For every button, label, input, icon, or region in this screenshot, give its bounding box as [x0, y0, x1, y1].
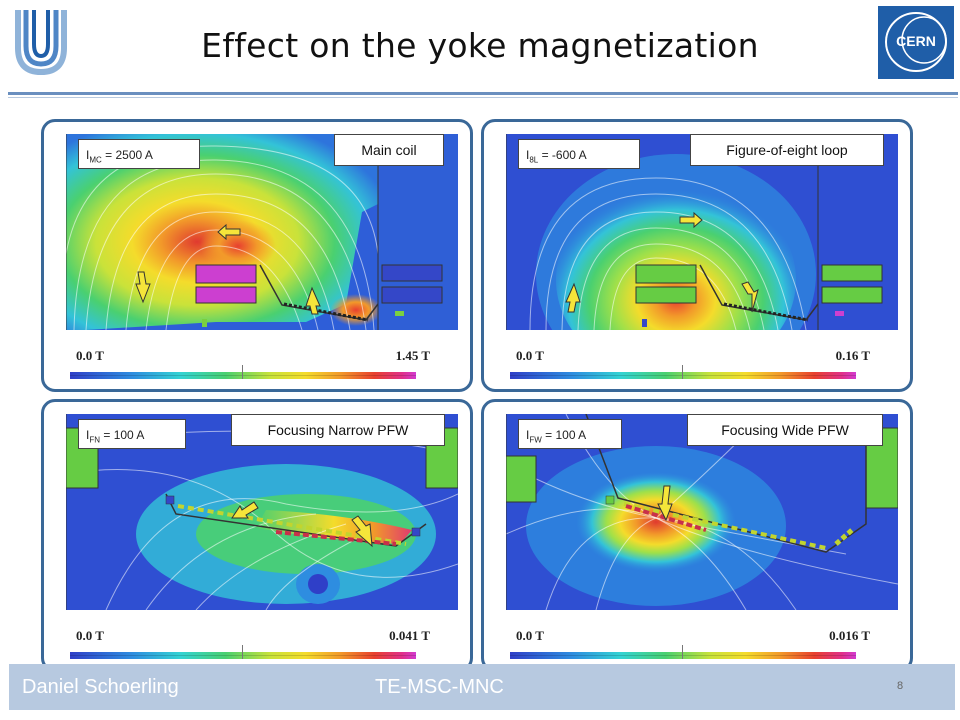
colorbar-focusing-narrow — [70, 645, 416, 659]
panel-label-main-coil: Main coil — [334, 134, 444, 166]
slide-title: Effect on the yoke magnetization — [201, 26, 759, 65]
field-arrows — [565, 211, 759, 313]
colorbar-focusing-wide — [510, 645, 856, 659]
scale-max-focusing-narrow: 0.041 T — [389, 628, 430, 643]
panel-figure-of-eight: I8L = -600 A Figure-of-eight loop 0.0 T … — [481, 119, 913, 392]
field-plot-main-coil — [66, 134, 458, 330]
field-plot-figure-of-eight — [506, 134, 898, 330]
footer-group: TE-MSC-MNC — [375, 676, 504, 698]
scale-max-figure-of-eight: 0.16 T — [835, 348, 870, 363]
current-label-main-coil: IMC = 2500 A — [78, 139, 200, 169]
title-divider-thin — [8, 97, 958, 98]
current-label-focusing-narrow: IFN = 100 A — [78, 419, 186, 449]
panel-focusing-narrow: IFN = 100 A Focusing Narrow PFW 0.0 T 0.… — [41, 399, 473, 672]
colorbar-main-coil — [70, 365, 416, 379]
cern-logo: CERN — [878, 6, 954, 79]
field-arrows — [135, 223, 321, 315]
scale-min-figure-of-eight: 0.0 T — [516, 348, 544, 363]
scale-max-main-coil: 1.45 T — [395, 348, 430, 363]
current-label-figure-of-eight: I8L = -600 A — [518, 139, 640, 169]
panel-main-coil: IMC = 2500 A Main coil 0.0 T 1.45 T — [41, 119, 473, 392]
panel-label-figure-of-eight: Figure-of-eight loop — [690, 134, 884, 166]
u-logo-icon — [10, 6, 72, 78]
footer-author: Daniel Schoerling — [22, 676, 179, 698]
panel-label-focusing-wide: Focusing Wide PFW — [687, 414, 883, 446]
field-arrows — [231, 501, 373, 548]
panel-focusing-wide: IFW = 100 A Focusing Wide PFW 0.0 T 0.01… — [481, 399, 913, 672]
panel-label-focusing-narrow: Focusing Narrow PFW — [231, 414, 445, 446]
scale-min-focusing-wide: 0.0 T — [516, 628, 544, 643]
scale-min-main-coil: 0.0 T — [76, 348, 104, 363]
scale-max-focusing-wide: 0.016 T — [829, 628, 870, 643]
current-label-focusing-wide: IFW = 100 A — [518, 419, 622, 449]
footer-bar: Daniel Schoerling TE-MSC-MNC 8 — [9, 664, 955, 710]
field-arrows — [657, 485, 673, 522]
scale-min-focusing-narrow: 0.0 T — [76, 628, 104, 643]
cern-logo-text: CERN — [896, 33, 936, 49]
field-plot-focusing-wide — [506, 414, 898, 610]
title-divider — [8, 92, 958, 95]
colorbar-figure-of-eight — [510, 365, 856, 379]
page-number: 8 — [897, 680, 904, 692]
